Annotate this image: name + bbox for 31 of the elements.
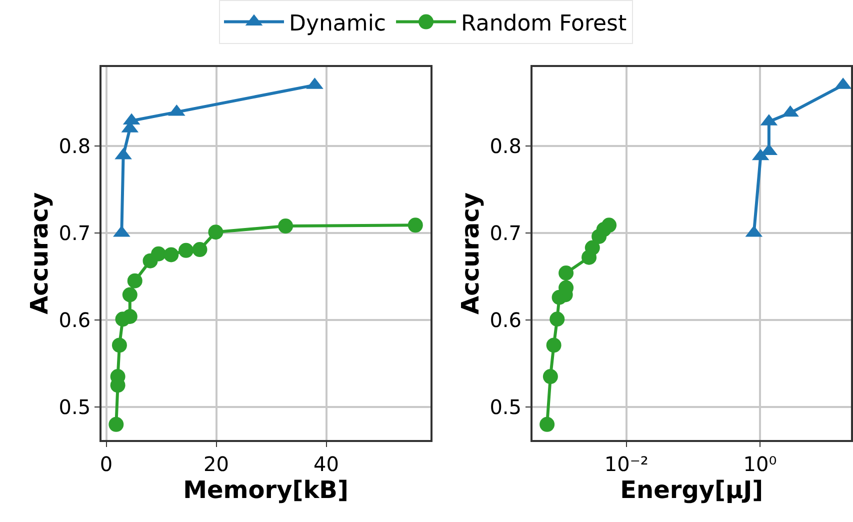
- x-tick-label: 10⁰: [743, 452, 777, 476]
- x-tick-label: 0: [100, 452, 113, 476]
- point: [178, 242, 194, 258]
- y-tick-label: 0.7: [490, 220, 522, 245]
- point: [408, 218, 423, 233]
- point: [122, 287, 138, 302]
- x-axis-title: Energy[μJ]: [620, 476, 764, 504]
- legend-label: Random Forest: [461, 11, 627, 36]
- point: [164, 247, 179, 262]
- point: [278, 218, 294, 234]
- y-axis-title: Accuracy: [25, 192, 54, 314]
- x-tick-label: 10⁻²: [604, 452, 648, 476]
- point: [208, 224, 224, 240]
- x-tick-label: 40: [314, 452, 340, 476]
- point: [122, 309, 138, 324]
- point: [108, 416, 124, 432]
- y-tick-label: 0.8: [490, 134, 522, 158]
- point: [127, 273, 142, 288]
- y-tick-label: 0.5: [490, 394, 522, 419]
- y-tick-label: 0.6: [490, 308, 522, 332]
- x-axis-title: Memory[kB]: [183, 476, 348, 504]
- y-tick-label: 0.7: [58, 220, 91, 245]
- point: [192, 242, 208, 258]
- y-axis-title: Accuracy: [456, 192, 484, 314]
- point: [151, 246, 166, 262]
- point: [112, 338, 127, 353]
- y-tick-label: 0.5: [58, 394, 91, 419]
- legend-label: Dynamic: [289, 11, 386, 36]
- y-tick-label: 0.6: [58, 308, 91, 332]
- y-tick-label: 0.8: [58, 134, 91, 158]
- x-tick-label: 20: [204, 452, 229, 476]
